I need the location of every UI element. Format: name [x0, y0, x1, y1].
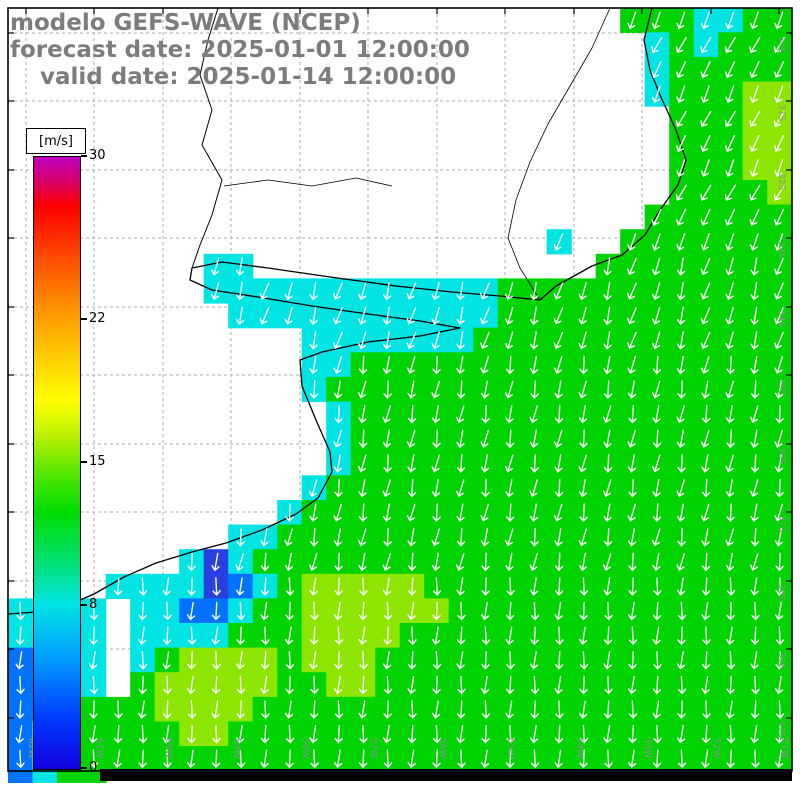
lon-label: 53W	[642, 738, 652, 758]
colorbar-tick	[81, 461, 87, 463]
lat-label: 37S	[776, 515, 786, 532]
forecast-date: forecast date: 2025-01-01 12:00:00	[10, 37, 470, 63]
wave-direction-arrows	[15, 11, 785, 769]
colorbar-tick	[81, 155, 87, 157]
colorbar-tick	[81, 318, 87, 321]
lat-label: 36S	[776, 447, 786, 464]
river-uruguay	[191, 7, 223, 269]
lat-label: 38S	[776, 584, 786, 601]
lat-label: 30S	[776, 36, 786, 53]
lon-label: 60W	[163, 738, 173, 758]
lon-label: 56W	[437, 738, 447, 758]
model-title: modelo GEFS-WAVE (NCEP)	[10, 10, 361, 36]
colorbar-tick-label: 22	[89, 311, 106, 327]
border-inland	[507, 7, 611, 301]
lat-label: 34S	[776, 310, 786, 327]
valid-date: valid date: 2025-01-14 12:00:00	[40, 64, 457, 90]
river-negro	[223, 177, 393, 187]
axis-ticks	[8, 8, 792, 719]
bottom-border-bar	[100, 769, 792, 781]
colorbar-tick-label: 30	[89, 148, 106, 163]
graticule-labels: 62W 61W 60W 59W 58W 57W 56W 55W 54W 53W 52W 51W 30S 3…	[26, 36, 789, 758]
colorbar-tick	[81, 603, 87, 606]
wave-speed-cells	[7, 7, 793, 783]
lat-label: 39S	[776, 652, 786, 669]
lat-label: 35S	[776, 378, 786, 395]
lon-label: 52W	[711, 738, 721, 758]
lat-label: 33S	[776, 241, 786, 258]
lon-label: 58W	[300, 738, 310, 758]
lon-label: 54W	[574, 738, 584, 758]
lon-label: 62W	[26, 738, 36, 758]
colorbar	[33, 156, 81, 770]
lon-label: 51W	[779, 738, 789, 758]
lon-label: 55W	[505, 738, 515, 758]
lat-label: 32S	[776, 173, 786, 190]
lat-label: 40S	[776, 721, 786, 738]
colorbar-tick-label: 15	[89, 454, 106, 469]
lon-label: 61W	[94, 738, 104, 758]
colorbar-tick-label: 8	[89, 596, 98, 612]
colorbar-unit-label: [m/s]	[26, 128, 86, 154]
colorbar-tick-label: 0	[89, 760, 98, 775]
lon-label: 57W	[368, 738, 378, 758]
lon-label: 59W	[231, 738, 241, 758]
colorbar-tick	[81, 767, 87, 769]
lat-label: 31S	[776, 104, 786, 121]
